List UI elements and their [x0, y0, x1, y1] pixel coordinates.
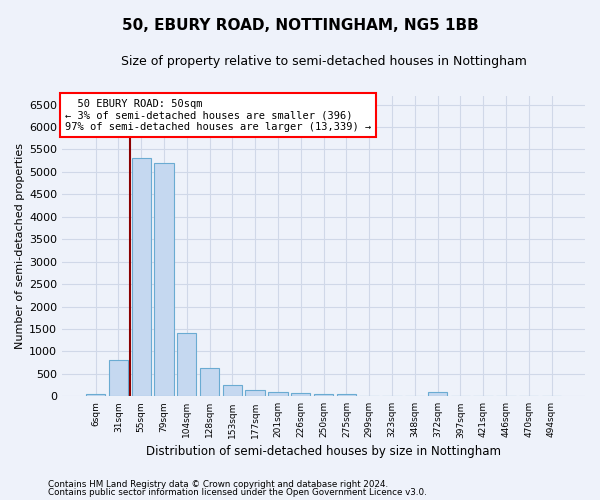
Bar — [268, 392, 287, 396]
Bar — [200, 368, 219, 396]
Bar — [154, 163, 173, 396]
X-axis label: Distribution of semi-detached houses by size in Nottingham: Distribution of semi-detached houses by … — [146, 444, 501, 458]
Text: Contains public sector information licensed under the Open Government Licence v3: Contains public sector information licen… — [48, 488, 427, 497]
Text: 50, EBURY ROAD, NOTTINGHAM, NG5 1BB: 50, EBURY ROAD, NOTTINGHAM, NG5 1BB — [122, 18, 478, 32]
Bar — [109, 360, 128, 396]
Text: Contains HM Land Registry data © Crown copyright and database right 2024.: Contains HM Land Registry data © Crown c… — [48, 480, 388, 489]
Bar — [314, 394, 333, 396]
Bar — [245, 390, 265, 396]
Text: 50 EBURY ROAD: 50sqm
← 3% of semi-detached houses are smaller (396)
97% of semi-: 50 EBURY ROAD: 50sqm ← 3% of semi-detach… — [65, 98, 371, 132]
Bar — [86, 394, 105, 396]
Bar — [337, 394, 356, 396]
Bar — [291, 393, 310, 396]
Bar — [131, 158, 151, 396]
Title: Size of property relative to semi-detached houses in Nottingham: Size of property relative to semi-detach… — [121, 55, 527, 68]
Bar — [223, 385, 242, 396]
Bar — [428, 392, 447, 396]
Bar — [177, 334, 196, 396]
Y-axis label: Number of semi-detached properties: Number of semi-detached properties — [15, 143, 25, 349]
